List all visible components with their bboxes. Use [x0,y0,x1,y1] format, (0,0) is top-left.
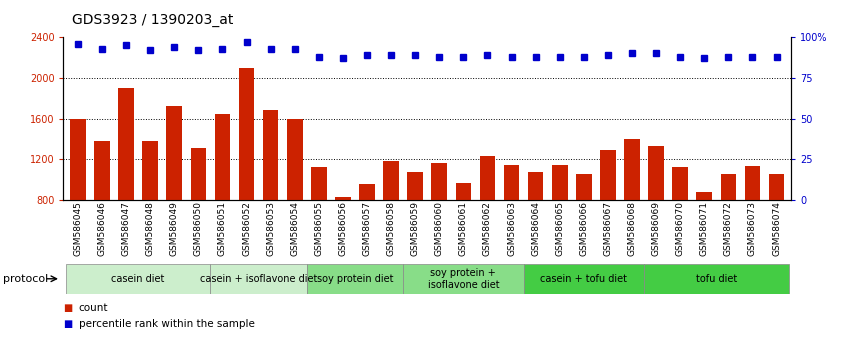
Bar [211,264,307,294]
Text: GSM586049: GSM586049 [170,201,179,256]
Bar [721,173,736,200]
Bar [383,161,399,200]
Text: soy protein diet: soy protein diet [316,274,393,284]
Text: casein diet: casein diet [112,274,165,284]
Bar [769,173,784,200]
Text: GSM586050: GSM586050 [194,201,203,256]
Bar [696,192,712,200]
Bar [524,264,644,294]
Text: GSM586064: GSM586064 [531,201,540,256]
Text: GSM586055: GSM586055 [315,201,323,256]
Bar [307,264,404,294]
Bar [335,197,351,200]
Text: GSM586057: GSM586057 [362,201,371,256]
Text: GSM586070: GSM586070 [676,201,684,256]
Bar [503,165,519,200]
Text: GSM586069: GSM586069 [651,201,661,256]
Text: GSM586051: GSM586051 [218,201,227,256]
Text: GSM586056: GSM586056 [338,201,348,256]
Bar [624,139,640,200]
Text: GSM586052: GSM586052 [242,201,251,256]
Text: GSM586063: GSM586063 [507,201,516,256]
Text: tofu diet: tofu diet [695,274,737,284]
Text: casein + tofu diet: casein + tofu diet [541,274,628,284]
Text: ■: ■ [63,319,73,329]
Bar [263,110,278,200]
Text: GSM586074: GSM586074 [772,201,781,256]
Text: GSM586045: GSM586045 [74,201,82,256]
Text: GSM586047: GSM586047 [122,201,130,256]
Bar [215,114,230,200]
Bar [167,106,182,200]
Text: GSM586073: GSM586073 [748,201,757,256]
Text: ■: ■ [63,303,73,313]
Bar [528,172,543,200]
Text: percentile rank within the sample: percentile rank within the sample [79,319,255,329]
Bar [70,119,85,200]
Text: GSM586061: GSM586061 [459,201,468,256]
Text: GSM586058: GSM586058 [387,201,396,256]
Bar [673,167,688,200]
Bar [600,150,616,200]
Bar [431,163,447,200]
Text: protocol: protocol [3,274,47,284]
Text: GSM586054: GSM586054 [290,201,299,256]
Bar [287,119,303,200]
Text: GDS3923 / 1390203_at: GDS3923 / 1390203_at [72,12,233,27]
Bar [644,264,788,294]
Bar [190,148,206,200]
Bar [239,68,255,200]
Text: GSM586072: GSM586072 [724,201,733,256]
Text: GSM586071: GSM586071 [700,201,709,256]
Text: GSM586053: GSM586053 [266,201,275,256]
Text: GSM586048: GSM586048 [146,201,155,256]
Text: GSM586067: GSM586067 [603,201,613,256]
Text: soy protein +
isoflavone diet: soy protein + isoflavone diet [427,268,499,290]
Bar [66,264,211,294]
Bar [404,264,524,294]
Bar [648,146,664,200]
Text: GSM586046: GSM586046 [97,201,107,256]
Text: GSM586059: GSM586059 [410,201,420,256]
Text: casein + isoflavone diet: casein + isoflavone diet [200,274,317,284]
Bar [118,88,134,200]
Bar [311,167,327,200]
Text: GSM586068: GSM586068 [628,201,636,256]
Bar [360,184,375,200]
Text: count: count [79,303,108,313]
Bar [480,156,495,200]
Bar [455,183,471,200]
Text: GSM586062: GSM586062 [483,201,492,256]
Text: GSM586065: GSM586065 [555,201,564,256]
Bar [552,165,568,200]
Bar [408,172,423,200]
Bar [576,173,591,200]
Bar [744,166,761,200]
Text: GSM586066: GSM586066 [580,201,588,256]
Bar [142,141,158,200]
Bar [94,141,110,200]
Text: GSM586060: GSM586060 [435,201,444,256]
